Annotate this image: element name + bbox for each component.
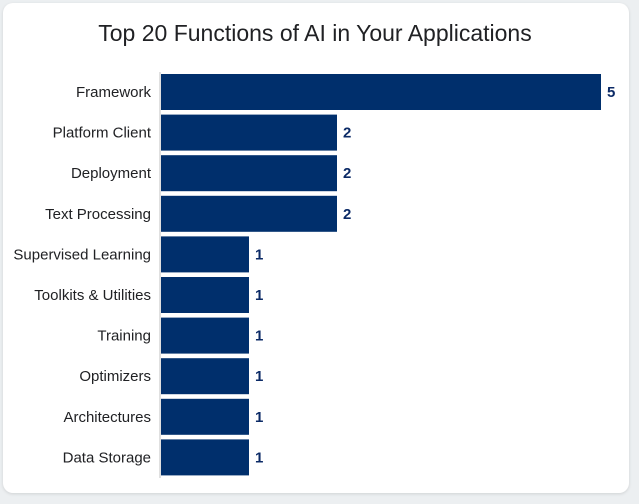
value-label-1: 2 <box>343 125 351 142</box>
value-label-9: 1 <box>255 449 263 466</box>
value-label-7: 1 <box>255 368 263 385</box>
bar-4[interactable] <box>161 236 249 273</box>
category-label-6: Training <box>97 328 151 345</box>
bar-8[interactable] <box>161 398 249 435</box>
category-label-7: Optimizers <box>79 368 151 385</box>
value-label-4: 1 <box>255 246 263 263</box>
category-label-5: Toolkits & Utilities <box>34 287 151 304</box>
bar-9[interactable] <box>161 439 249 476</box>
category-label-2: Deployment <box>71 165 152 182</box>
category-label-0: Framework <box>76 84 152 101</box>
category-label-8: Architectures <box>63 409 151 426</box>
bar-5[interactable] <box>161 277 249 313</box>
bar-6[interactable] <box>161 317 249 354</box>
category-label-1: Platform Client <box>53 125 152 142</box>
category-label-4: Supervised Learning <box>13 246 151 263</box>
category-label-3: Text Processing <box>45 206 151 223</box>
chart-title: Top 20 Functions of AI in Your Applicati… <box>98 20 532 46</box>
value-label-6: 1 <box>255 328 263 345</box>
bar-2[interactable] <box>161 155 337 192</box>
value-label-3: 2 <box>343 206 351 223</box>
bar-0[interactable] <box>161 74 601 110</box>
bar-3[interactable] <box>161 195 337 232</box>
value-label-2: 2 <box>343 165 351 182</box>
value-label-0: 5 <box>607 84 615 101</box>
value-label-5: 1 <box>255 287 263 304</box>
category-label-9: Data Storage <box>63 449 151 466</box>
bar-7[interactable] <box>161 358 249 395</box>
bars-group: Framework 5 Platform Client 2 Deployment 2 Tex… <box>13 74 615 476</box>
bar-1[interactable] <box>161 114 337 151</box>
value-label-8: 1 <box>255 409 263 426</box>
